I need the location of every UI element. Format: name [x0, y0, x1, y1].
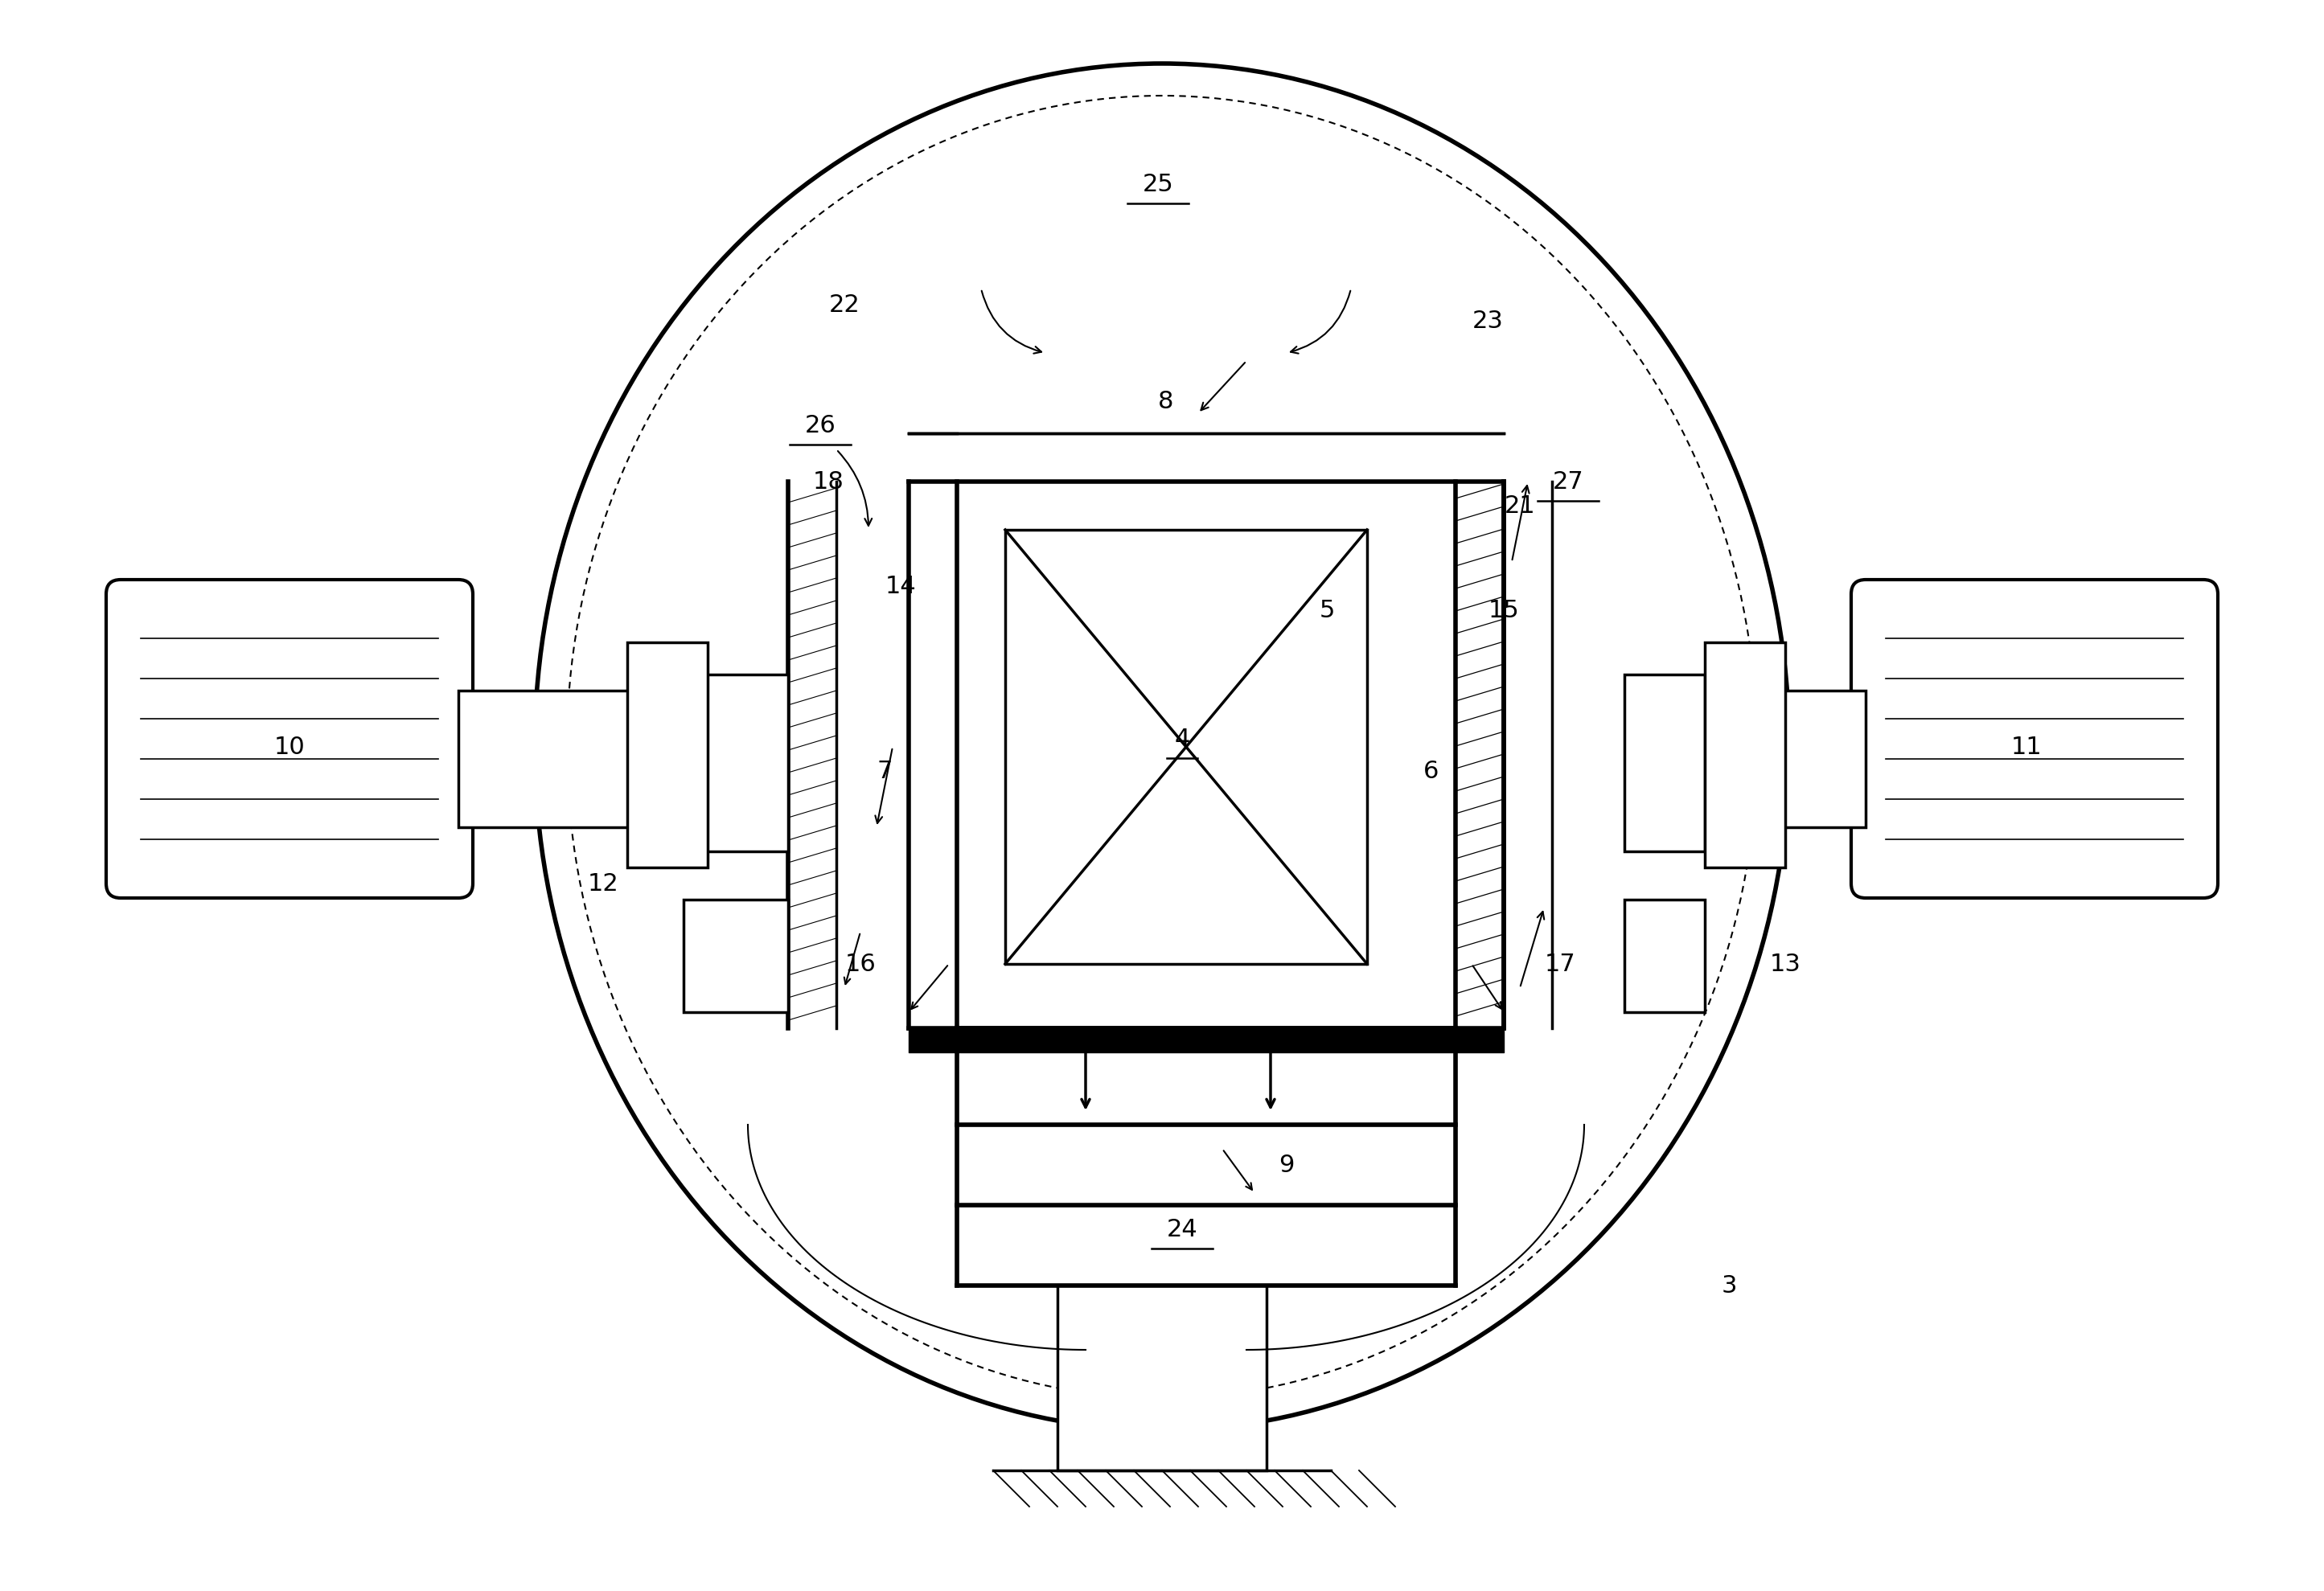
Bar	[1624, 675, 1706, 851]
Bar	[1057, 1286, 1267, 1470]
Text: 10: 10	[274, 735, 304, 759]
Text: 14: 14	[885, 574, 916, 598]
Text: 18: 18	[813, 469, 844, 493]
Bar	[683, 899, 788, 1012]
Bar	[683, 675, 788, 851]
Text: 23: 23	[1471, 309, 1504, 333]
Bar	[458, 690, 683, 827]
Text: 13: 13	[1769, 953, 1801, 975]
Text: 4: 4	[1174, 727, 1190, 751]
Text: 11: 11	[2010, 735, 2043, 759]
Bar	[1706, 643, 1785, 867]
Text: 7: 7	[876, 759, 892, 783]
FancyBboxPatch shape	[1852, 579, 2217, 897]
Text: 17: 17	[1545, 953, 1576, 975]
Text: 25: 25	[1143, 172, 1174, 196]
Text: 15: 15	[1487, 598, 1520, 622]
Text: 22: 22	[830, 293, 860, 317]
Text: 16: 16	[846, 953, 876, 975]
Text: 27: 27	[1552, 469, 1583, 493]
Text: 20: 20	[1471, 1033, 1504, 1056]
Bar	[957, 1204, 1455, 1286]
FancyBboxPatch shape	[107, 579, 472, 897]
Text: 9: 9	[1278, 1153, 1294, 1177]
Text: 8: 8	[1157, 390, 1174, 412]
Bar	[627, 643, 706, 867]
Bar	[1706, 690, 1866, 827]
Text: 19: 19	[909, 1033, 941, 1056]
Text: 12: 12	[588, 872, 618, 896]
Text: 21: 21	[1504, 495, 1536, 517]
Text: 24: 24	[1167, 1217, 1197, 1241]
Text: 26: 26	[804, 414, 837, 438]
Bar	[957, 1125, 1455, 1204]
Bar	[1624, 899, 1706, 1012]
Bar	[957, 1028, 1455, 1125]
Text: 3: 3	[1722, 1274, 1736, 1297]
Bar	[1006, 530, 1367, 964]
Text: 5: 5	[1320, 598, 1334, 622]
Text: 6: 6	[1425, 759, 1439, 783]
